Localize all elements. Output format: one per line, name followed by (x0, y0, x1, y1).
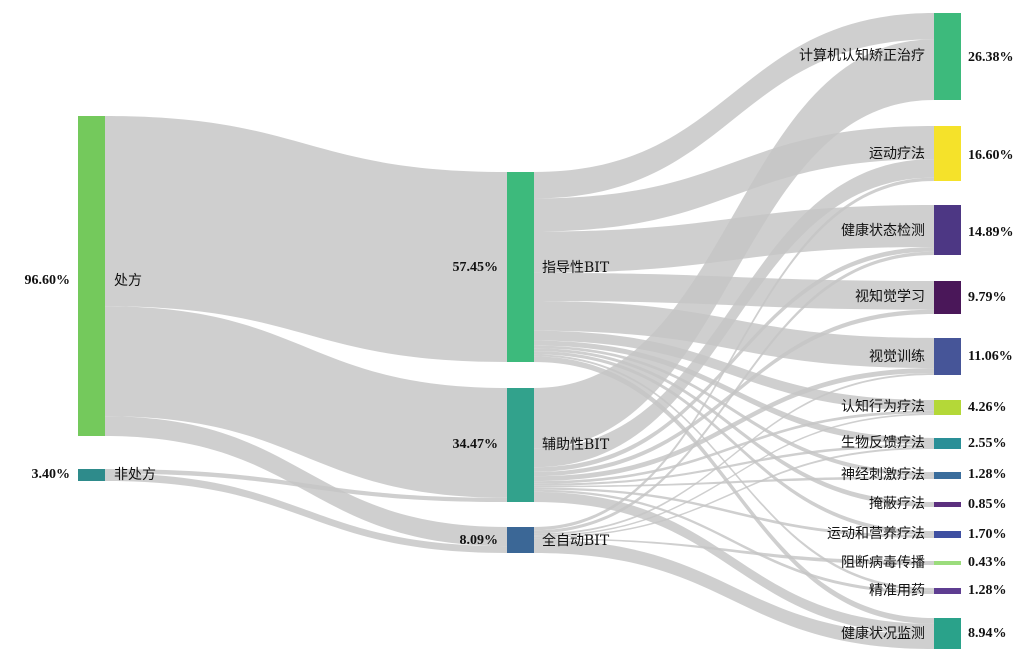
link-guide-cct (534, 13, 934, 199)
node-bar-block (934, 561, 961, 565)
node-label-precision: 精准用药 (869, 583, 925, 599)
link-assist-cbt (534, 410, 934, 484)
node-label-exercise: 运动疗法 (869, 146, 925, 162)
node-bar-cbt (934, 400, 961, 415)
link-guide-exercise (534, 126, 934, 232)
link-assist-precision (534, 489, 934, 594)
link-guide-visual (534, 300, 934, 369)
link-guide-nutrition (534, 351, 934, 536)
node-label-cbt: 认知行为疗法 (841, 398, 925, 415)
link-nonrx-auto (105, 473, 507, 553)
node-value-precision: 1.28% (968, 583, 1007, 598)
node-value-visual: 11.06% (968, 349, 1013, 364)
link-auto-biofeedback (534, 447, 934, 539)
node-label-visual: 视觉训练 (869, 349, 925, 365)
link-assist-cct (534, 39, 934, 449)
link-assist-visual (534, 368, 934, 482)
node-bar-assist (507, 388, 534, 502)
link-assist-biofeedback (534, 444, 934, 486)
node-label-monitor: 健康状况监测 (841, 625, 925, 642)
link-assist-nutrition (534, 487, 934, 538)
link-assist-neurostim (534, 476, 934, 488)
link-nonrx-assist (105, 469, 507, 502)
link-rx-guide (105, 116, 507, 362)
node-value-assist: 34.47% (453, 437, 499, 452)
node-label-nonrx: 非处方 (114, 467, 156, 483)
node-label-biofeedback: 生物反馈疗法 (841, 435, 925, 451)
node-label-assist: 辅助性BIT (542, 437, 610, 453)
node-bar-healthcheck (934, 205, 961, 255)
node-value-cct: 26.38% (968, 50, 1014, 65)
link-rx-auto (105, 416, 507, 547)
node-value-block: 0.43% (968, 555, 1007, 570)
node-value-nonrx: 3.40% (32, 467, 71, 482)
node-value-neurostim: 1.28% (968, 467, 1007, 482)
node-label-neurostim: 神经刺激疗法 (841, 466, 925, 483)
node-value-cbt: 4.26% (968, 400, 1007, 415)
node-label-occlusion: 掩蔽疗法 (869, 496, 925, 512)
node-value-nutrition: 1.70% (968, 527, 1007, 542)
node-value-exercise: 16.60% (968, 148, 1014, 163)
node-value-monitor: 8.94% (968, 626, 1007, 641)
node-label-guide: 指导性BIT (542, 260, 610, 276)
node-bar-monitor (934, 618, 961, 649)
node-value-healthcheck: 14.89% (968, 225, 1014, 240)
node-bar-nutrition (934, 531, 961, 538)
node-bar-guide (507, 172, 534, 362)
node-label-nutrition: 运动和营养疗法 (827, 526, 925, 542)
node-value-rx: 96.60% (25, 273, 71, 288)
sankey-links (105, 13, 934, 649)
link-guide-monitor (534, 356, 934, 624)
node-bar-auto (507, 527, 534, 553)
node-value-perceptual: 9.79% (968, 290, 1007, 305)
node-label-healthcheck: 健康状态检测 (841, 222, 925, 239)
link-guide-precision (534, 354, 934, 591)
link-auto-visual (534, 373, 934, 536)
node-value-occlusion: 0.85% (968, 497, 1007, 512)
link-assist-exercise (534, 159, 934, 468)
link-guide-occlusion (534, 348, 934, 507)
node-bar-biofeedback (934, 438, 961, 449)
link-rx-assist (105, 306, 507, 498)
node-label-rx: 处方 (114, 273, 142, 289)
node-bar-cct (934, 13, 961, 100)
link-auto-block (534, 538, 934, 565)
node-value-biofeedback: 2.55% (968, 436, 1007, 451)
link-auto-monitor (534, 539, 934, 649)
node-bar-precision (934, 588, 961, 594)
node-label-block: 阻断病毒传播 (841, 555, 925, 571)
link-auto-exercise (534, 177, 934, 531)
node-bar-exercise (934, 126, 961, 181)
link-auto-healthcheck (534, 251, 934, 534)
node-bar-occlusion (934, 502, 961, 507)
link-guide-neurostim (534, 345, 934, 477)
link-guide-cbt (534, 330, 934, 411)
node-label-auto: 全自动BIT (542, 532, 610, 549)
link-assist-healthcheck (534, 246, 934, 472)
node-bar-neurostim (934, 472, 961, 479)
link-assist-monitor (534, 491, 934, 635)
node-label-perceptual: 视知觉学习 (855, 288, 925, 305)
node-bar-nonrx (78, 469, 105, 481)
node-bar-visual (934, 338, 961, 375)
node-bar-perceptual (934, 281, 961, 314)
node-value-auto: 8.09% (460, 533, 499, 548)
node-label-cct: 计算机认知矫正治疗 (799, 47, 925, 64)
node-value-guide: 57.45% (453, 260, 499, 275)
link-auto-cbt (534, 413, 934, 537)
node-bar-rx (78, 116, 105, 436)
